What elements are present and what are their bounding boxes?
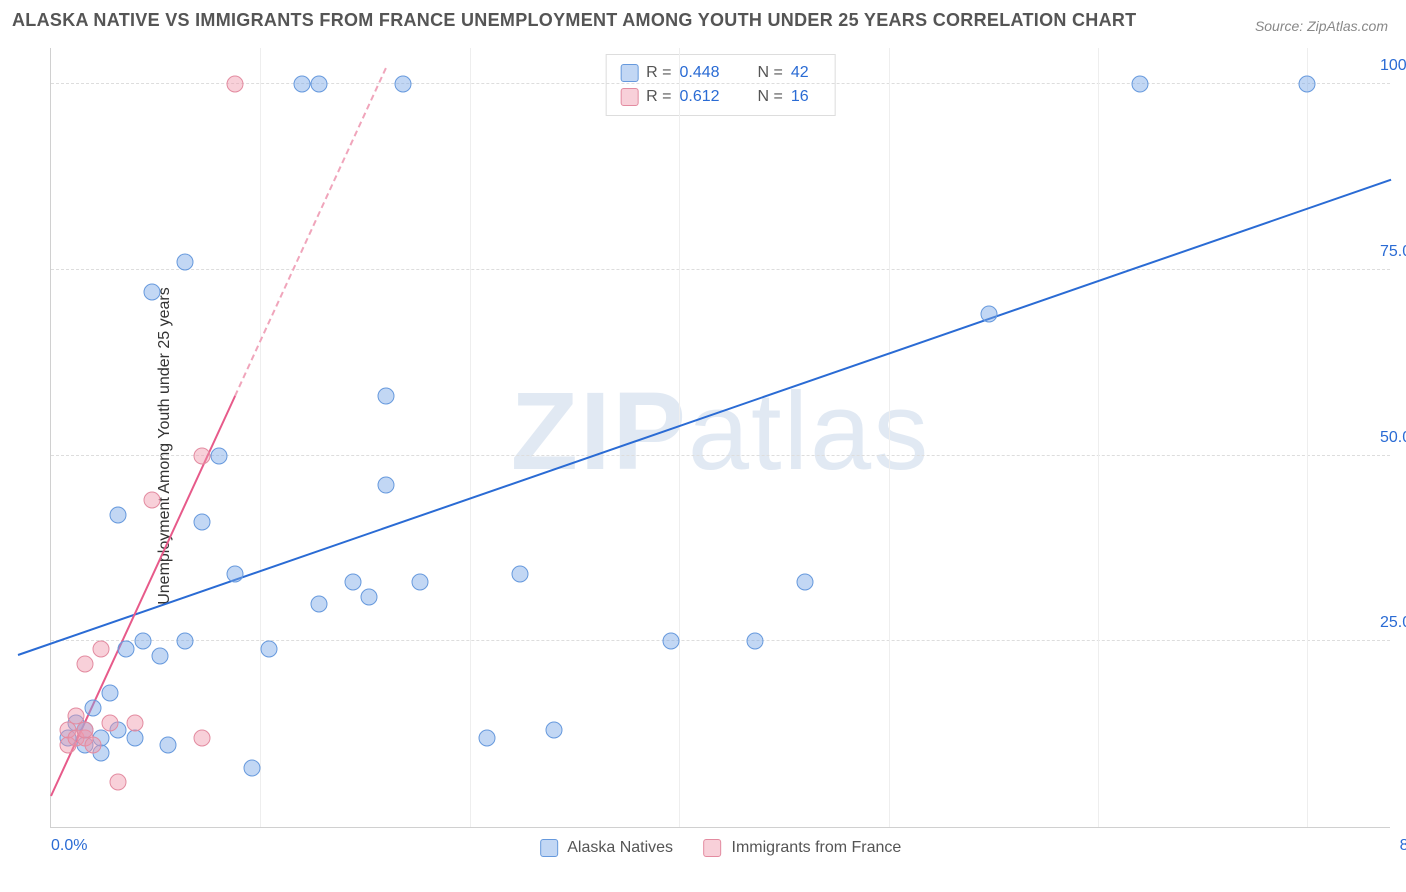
legend-swatch-icon: [540, 839, 558, 857]
legend-row: R = 0.448 N = 42: [620, 61, 821, 85]
n-label: N =: [758, 88, 783, 106]
data-point: [76, 655, 93, 672]
legend-label: Alaska Natives: [567, 839, 673, 856]
data-point: [311, 596, 328, 613]
data-point: [110, 507, 127, 524]
r-label: R =: [646, 88, 671, 106]
watermark: ZIPatlas: [511, 368, 930, 495]
gridline: [470, 48, 471, 827]
gridline: [260, 48, 261, 827]
data-point: [981, 306, 998, 323]
data-point: [227, 76, 244, 93]
data-point: [545, 722, 562, 739]
data-point: [411, 573, 428, 590]
gridline: [51, 269, 1390, 270]
data-point: [84, 700, 101, 717]
data-point: [344, 573, 361, 590]
chart-container: ALASKA NATIVE VS IMMIGRANTS FROM FRANCE …: [0, 0, 1406, 892]
data-point: [260, 640, 277, 657]
source-label: Source: ZipAtlas.com: [1255, 18, 1388, 34]
n-value: 16: [791, 88, 821, 106]
n-label: N =: [758, 64, 783, 82]
r-value: 0.612: [680, 88, 740, 106]
trend-line: [234, 68, 387, 396]
y-tick-label: 75.0%: [1380, 243, 1406, 261]
data-point: [151, 648, 168, 665]
legend-item: Immigrants from France: [703, 839, 901, 857]
data-point: [1131, 76, 1148, 93]
data-point: [143, 492, 160, 509]
data-point: [227, 566, 244, 583]
data-point: [478, 729, 495, 746]
legend-label: Immigrants from France: [732, 839, 902, 856]
data-point: [193, 514, 210, 531]
data-point: [311, 76, 328, 93]
x-tick-label: 80.0%: [1400, 837, 1406, 855]
legend-item: Alaska Natives: [540, 839, 673, 857]
data-point: [160, 737, 177, 754]
data-point: [394, 76, 411, 93]
data-point: [101, 715, 118, 732]
gridline: [679, 48, 680, 827]
data-point: [244, 759, 261, 776]
data-point: [126, 729, 143, 746]
data-point: [361, 588, 378, 605]
data-point: [177, 633, 194, 650]
data-point: [294, 76, 311, 93]
x-tick-label: 0.0%: [51, 837, 87, 855]
data-point: [193, 447, 210, 464]
data-point: [118, 640, 135, 657]
gridline: [51, 640, 1390, 641]
data-point: [378, 388, 395, 405]
plot-area: ZIPatlas R = 0.448 N = 42 R = 0.612 N = …: [50, 48, 1390, 828]
y-tick-label: 100.0%: [1380, 57, 1406, 75]
gridline: [51, 455, 1390, 456]
data-point: [84, 737, 101, 754]
y-tick-label: 25.0%: [1380, 614, 1406, 632]
correlation-legend: R = 0.448 N = 42 R = 0.612 N = 16: [605, 54, 836, 116]
data-point: [177, 254, 194, 271]
gridline: [1307, 48, 1308, 827]
data-point: [143, 284, 160, 301]
data-point: [210, 447, 227, 464]
data-point: [135, 633, 152, 650]
r-value: 0.448: [680, 64, 740, 82]
data-point: [746, 633, 763, 650]
series-legend: Alaska Natives Immigrants from France: [540, 839, 902, 857]
data-point: [512, 566, 529, 583]
data-point: [796, 573, 813, 590]
data-point: [1299, 76, 1316, 93]
data-point: [193, 729, 210, 746]
data-point: [101, 685, 118, 702]
gridline: [51, 83, 1390, 84]
data-point: [378, 477, 395, 494]
n-value: 42: [791, 64, 821, 82]
y-tick-label: 50.0%: [1380, 429, 1406, 447]
gridline: [1098, 48, 1099, 827]
r-label: R =: [646, 64, 671, 82]
legend-row: R = 0.612 N = 16: [620, 85, 821, 109]
data-point: [110, 774, 127, 791]
data-point: [93, 640, 110, 657]
data-point: [126, 715, 143, 732]
data-point: [662, 633, 679, 650]
legend-swatch-icon: [703, 839, 721, 857]
legend-swatch-icon: [620, 88, 638, 106]
gridline: [889, 48, 890, 827]
chart-title: ALASKA NATIVE VS IMMIGRANTS FROM FRANCE …: [12, 10, 1136, 31]
legend-swatch-icon: [620, 64, 638, 82]
